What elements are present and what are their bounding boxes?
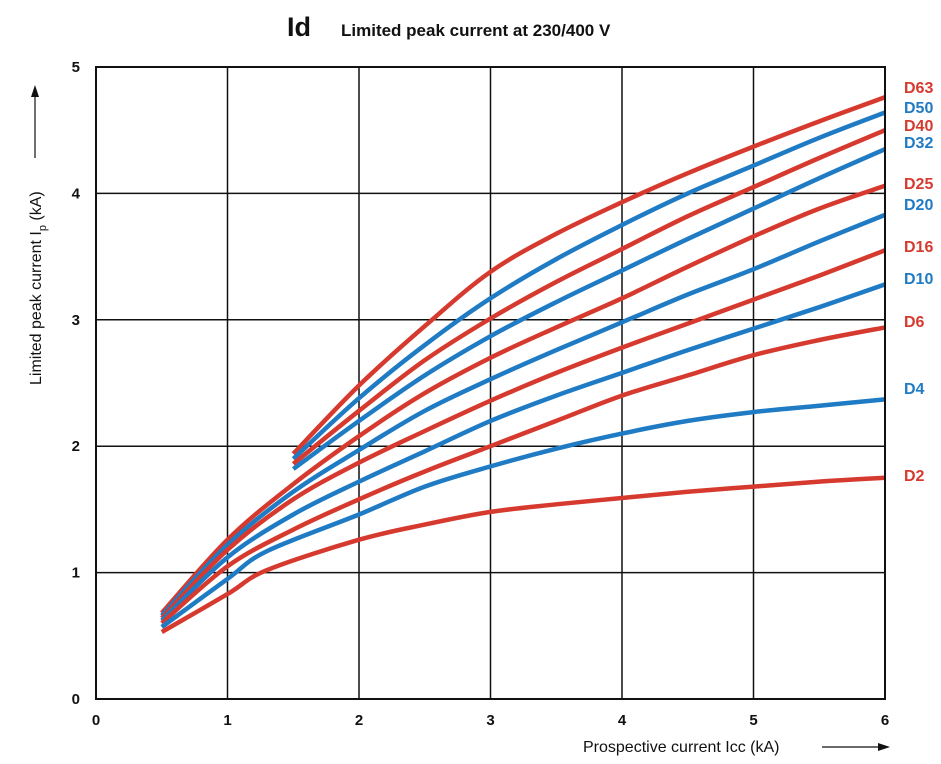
y-axis-label: Limited peak current Ip (kA) — [28, 191, 49, 385]
x-axis-label: Prospective current Icc (kA) — [583, 739, 780, 756]
chart-title: Id — [287, 12, 311, 42]
y-tick-label: 5 — [72, 59, 80, 76]
series-label-d32: D32 — [904, 135, 933, 152]
plot-frame — [95, 66, 886, 700]
series-label-d10: D10 — [904, 271, 933, 288]
series-line-d20 — [160, 212, 886, 618]
series-line-d4 — [160, 397, 886, 629]
series-label-d20: D20 — [904, 197, 933, 214]
grid — [96, 67, 885, 699]
series-line-d50 — [291, 110, 886, 461]
y-axis-label-subscript: p — [37, 225, 49, 231]
y-axis-label-unit: (kA) — [28, 191, 45, 225]
x-tick-label: 5 — [749, 712, 757, 729]
series-line-d10 — [160, 282, 886, 623]
series-label-d25: D25 — [904, 176, 933, 193]
series-line-d2 — [160, 475, 886, 634]
chart-subtitle: Limited peak current at 230/400 V — [341, 21, 611, 40]
x-axis-arrow — [822, 743, 890, 751]
y-axis-arrow — [31, 85, 39, 158]
y-tick-label: 0 — [72, 691, 80, 708]
series-lines — [160, 95, 886, 634]
series-label-d4: D4 — [904, 381, 925, 398]
y-tick-labels: 0 1 2 3 4 5 — [72, 59, 81, 708]
x-tick-label: 2 — [355, 712, 363, 729]
y-axis-label-main: Limited peak current I — [28, 231, 45, 385]
series-line-d16 — [160, 248, 886, 620]
x-tick-label: 0 — [92, 712, 100, 729]
x-tick-label: 4 — [618, 712, 627, 729]
y-tick-label: 2 — [72, 438, 80, 455]
y-tick-label: 4 — [72, 185, 81, 202]
y-axis-label-group: Limited peak current Ip (kA) — [28, 191, 49, 385]
y-tick-label: 1 — [72, 565, 80, 582]
series-label-d2: D2 — [904, 468, 925, 485]
series-label-d50: D50 — [904, 100, 933, 117]
y-tick-label: 3 — [72, 312, 80, 329]
series-line-d6 — [160, 325, 886, 625]
series-line-d40 — [291, 128, 886, 466]
x-tick-label: 1 — [223, 712, 231, 729]
series-label-d16: D16 — [904, 239, 933, 256]
series-line-d63 — [291, 95, 886, 456]
x-tick-label: 6 — [881, 712, 889, 729]
x-tick-labels: 0 1 2 3 4 5 6 — [92, 712, 889, 729]
x-tick-label: 3 — [486, 712, 494, 729]
series-label-d6: D6 — [904, 314, 925, 331]
series-line-d25 — [160, 183, 886, 615]
series-line-d32 — [291, 147, 886, 471]
series-label-d63: D63 — [904, 80, 933, 97]
series-label-d40: D40 — [904, 118, 933, 135]
